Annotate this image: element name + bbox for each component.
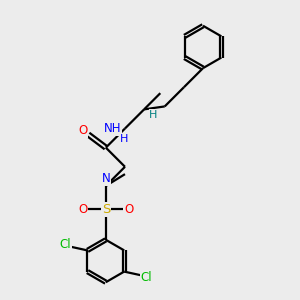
Text: NH: NH — [104, 122, 122, 135]
Text: O: O — [124, 203, 133, 216]
Text: O: O — [78, 124, 88, 137]
Text: N: N — [101, 172, 110, 185]
Text: S: S — [102, 203, 110, 216]
Text: Cl: Cl — [60, 238, 71, 251]
Text: O: O — [79, 203, 88, 216]
Text: Cl: Cl — [140, 271, 152, 284]
Text: H: H — [120, 134, 129, 144]
Text: H: H — [149, 110, 158, 120]
